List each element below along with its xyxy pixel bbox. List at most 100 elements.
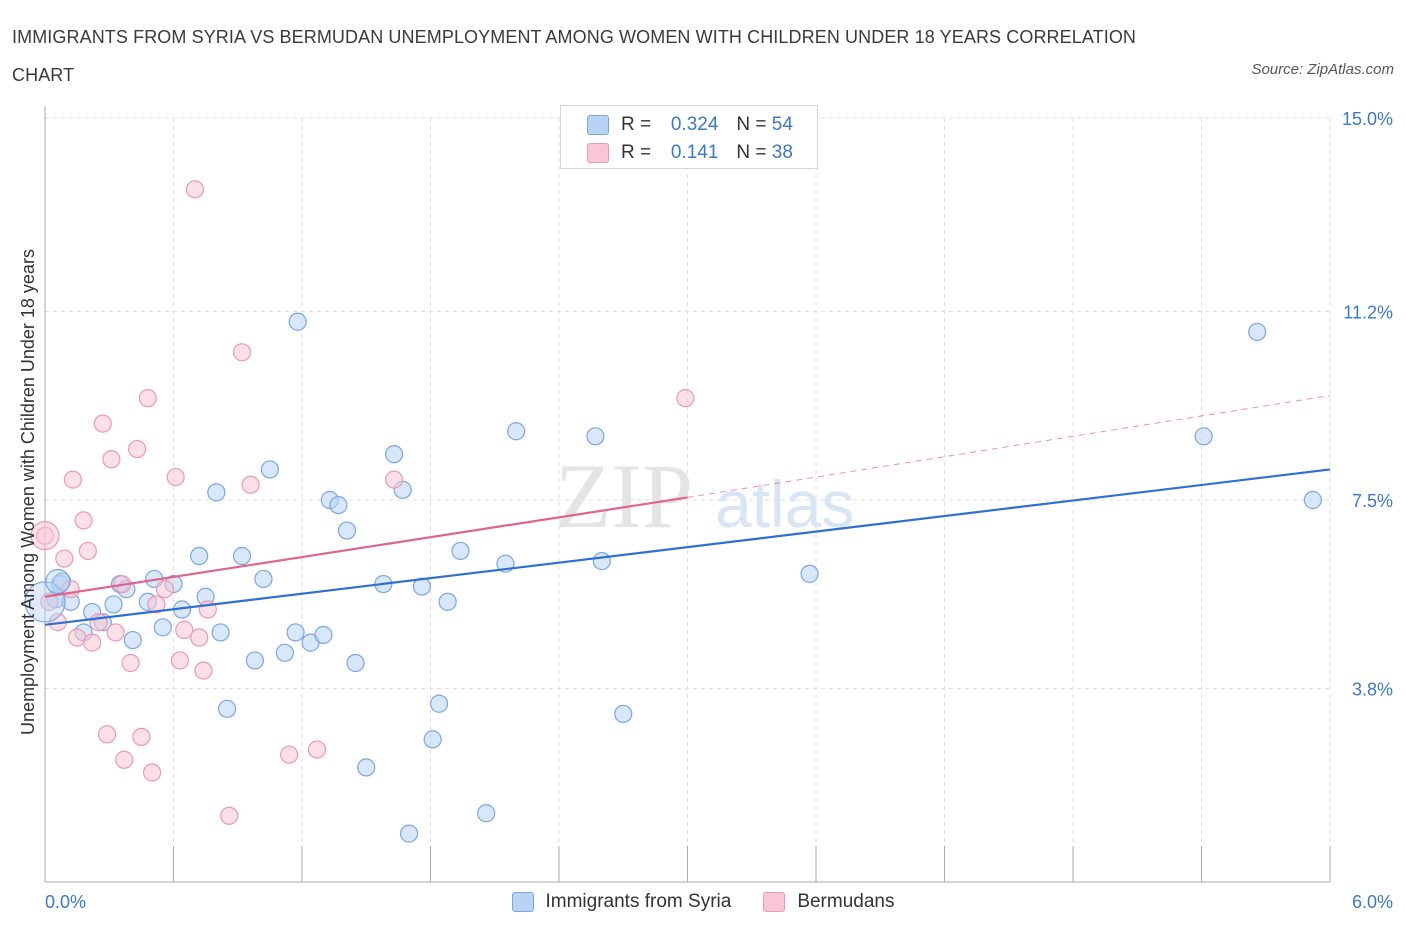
syria-point: [314, 625, 333, 645]
bermuda-point: [155, 580, 175, 599]
syria-point: [1194, 427, 1213, 446]
y-tick-label: 3.8%: [1352, 679, 1393, 699]
syria-point: [232, 546, 252, 566]
axes: [44, 106, 1331, 883]
bermuda-point: [89, 613, 108, 632]
syria-point: [153, 618, 172, 637]
bermuda-trend-line: [44, 496, 688, 598]
syria-point: [412, 577, 432, 596]
legend-swatch-syria: [587, 115, 609, 135]
bermuda-point: [142, 763, 162, 782]
syria-point: [451, 541, 470, 561]
bermuda-point: [30, 521, 60, 551]
bermuda-point: [138, 389, 157, 408]
syria-point: [123, 630, 142, 650]
syria-point: [477, 804, 496, 823]
x-tick-label: 0.0%: [45, 892, 86, 912]
syria-point: [45, 568, 71, 595]
series-swatch-syria: [511, 892, 534, 912]
syria-point: [260, 460, 279, 479]
bermuda-point: [220, 806, 239, 825]
syria-point: [24, 581, 66, 623]
data-points: [24, 180, 1322, 843]
series-legend: Immigrants from Syria Bermudans: [0, 889, 1406, 915]
syria-point: [190, 546, 209, 566]
bermuda-point: [676, 389, 695, 408]
watermark-zip: ZIP: [555, 445, 693, 547]
bermuda-point: [121, 653, 140, 673]
syria-point: [429, 694, 449, 713]
bermuda-point: [185, 180, 205, 199]
syria-point: [254, 569, 273, 589]
syria-point: [384, 445, 404, 464]
syria-point: [357, 758, 376, 777]
syria-point: [207, 483, 226, 502]
bermuda-point: [55, 549, 74, 568]
legend-row-bermuda: R = 0.141 N = 38: [587, 141, 793, 165]
bermuda-point: [170, 651, 190, 670]
legend-r-label: R =: [621, 114, 652, 135]
bermuda-point: [280, 745, 299, 764]
tick-labels: 3.8% 7.5% 11.2% 15.0% 0.0% 6.0% Unemployment A…: [18, 109, 1393, 912]
legend-n-value-bermuda: 38: [771, 142, 793, 163]
trend-lines: [44, 395, 1331, 626]
bermuda-point: [166, 467, 185, 487]
bermuda-point: [132, 727, 151, 746]
bermuda-point: [232, 343, 252, 362]
syria-point: [288, 312, 307, 331]
syria-point: [586, 427, 605, 446]
series-name-syria: Immigrants from Syria: [545, 891, 732, 912]
bermuda-point: [83, 633, 102, 652]
syria-point: [800, 564, 819, 583]
series-name-bermuda: Bermudans: [797, 891, 895, 912]
syria-point: [614, 704, 633, 724]
syria-point: [104, 595, 123, 614]
bermuda-point: [384, 470, 404, 489]
bermuda-trend-extension: [687, 395, 1331, 498]
syria-point: [217, 699, 237, 718]
syria-point: [329, 495, 348, 515]
bermuda-point: [115, 750, 134, 769]
syria-point: [423, 730, 442, 749]
bermuda-point: [194, 661, 213, 680]
bermuda-point: [74, 511, 93, 530]
bermuda-point: [127, 439, 147, 459]
bermuda-point: [78, 541, 97, 561]
legend-swatch-bermuda: [587, 143, 609, 163]
syria-point: [1248, 322, 1267, 342]
legend-n-value-syria: 54: [771, 114, 793, 135]
y-tick-label: 15.0%: [1342, 109, 1393, 129]
bermuda-point: [190, 628, 209, 647]
series-legend-bermuda[interactable]: Bermudans: [763, 889, 894, 915]
syria-point: [507, 422, 526, 441]
chart-title: IMMIGRANTS FROM SYRIA VS BERMUDAN UNEMPL…: [12, 27, 1137, 85]
bermuda-point: [98, 725, 117, 744]
series-legend-syria[interactable]: Immigrants from Syria: [511, 889, 732, 915]
legend-r-value-bermuda: 0.141: [670, 142, 719, 163]
bermuda-point: [63, 470, 82, 489]
syria-trend-line: [44, 468, 1331, 626]
bermuda-point: [241, 475, 260, 494]
syria-point: [275, 643, 294, 662]
bermuda-point: [106, 623, 125, 642]
legend-n-label: N =: [736, 114, 767, 135]
bermuda-point: [93, 414, 112, 433]
syria-point: [592, 552, 611, 571]
legend-r-label: R =: [621, 142, 652, 163]
chart-source: Source: ZipAtlas.com: [1251, 61, 1394, 78]
syria-point: [1303, 490, 1322, 510]
correlation-legend: R = 0.324 N = 54 R = 0.141 N = 38: [560, 105, 818, 169]
legend-row-syria: R = 0.324 N = 54: [587, 113, 793, 137]
legend-n-label: N =: [736, 142, 767, 163]
x-tick-label: 6.0%: [1352, 892, 1393, 912]
bermuda-point: [40, 592, 59, 611]
bermuda-point: [175, 620, 194, 639]
legend-r-value-syria: 0.324: [670, 114, 719, 135]
y-tick-label: 7.5%: [1352, 491, 1393, 511]
bermuda-point: [102, 450, 121, 469]
syria-point: [337, 521, 357, 540]
syria-point: [286, 623, 305, 642]
syria-point: [346, 653, 365, 673]
syria-point: [438, 592, 457, 611]
